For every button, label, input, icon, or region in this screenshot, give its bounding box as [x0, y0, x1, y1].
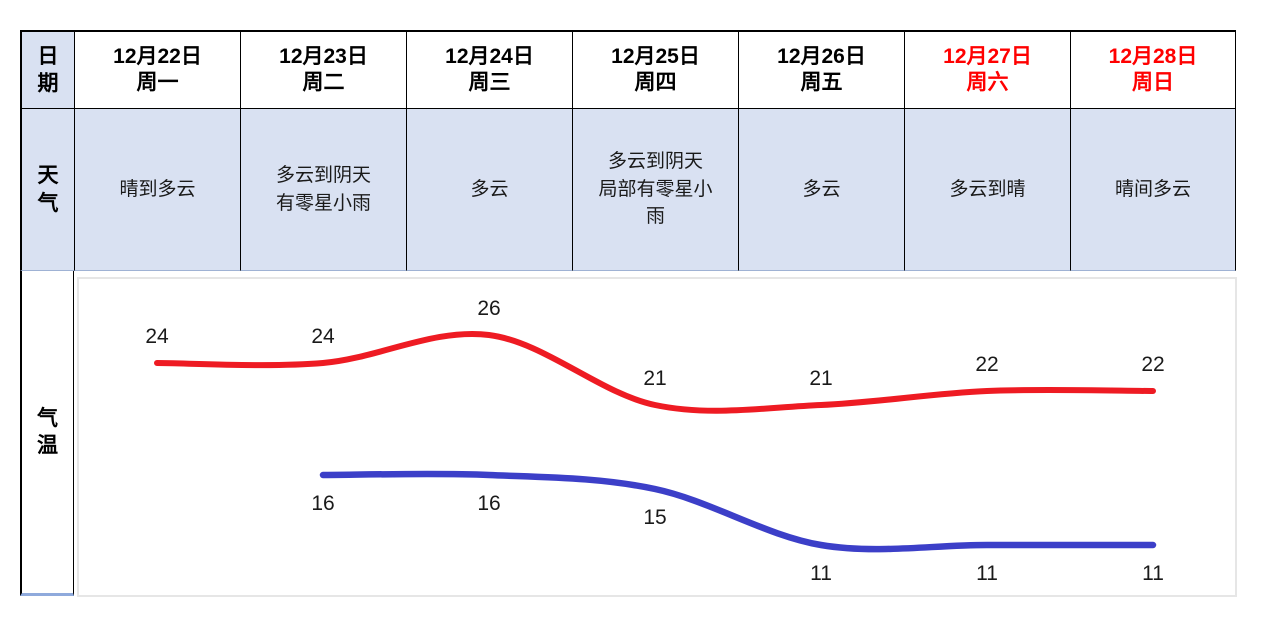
date-text: 12月27日: [943, 44, 1032, 68]
high-temp-line: [154, 331, 1156, 414]
weekday-text: 周五: [800, 71, 843, 94]
low-temp-label: 11: [810, 562, 832, 585]
weather-text: 多云: [802, 178, 841, 200]
row-label-temperature: 气温: [20, 271, 74, 596]
date-header-cell: 12月23日 周二: [240, 30, 406, 108]
weather-cell: 晴间多云: [1070, 108, 1236, 271]
weather-text: 多云到阴天 有零星小雨: [275, 164, 371, 214]
weather-cell: 多云: [738, 108, 904, 271]
date-text: 12月26日: [777, 44, 866, 68]
weather-cell: 多云: [406, 108, 572, 271]
low-temp-label: 16: [311, 492, 335, 515]
low-temp-label: 15: [643, 506, 667, 529]
date-header-cell: 12月26日 周五: [738, 30, 904, 108]
date-header-cell: 12月25日 周四: [572, 30, 738, 108]
weather-text: 多云到晴: [949, 178, 1026, 200]
row-label-text: 天气: [37, 164, 59, 215]
weekday-text: 周三: [468, 71, 511, 94]
date-header-cell: 12月22日 周一: [74, 30, 240, 108]
low-temp-label: 16: [477, 492, 501, 515]
row-label-weather: 天气: [20, 108, 74, 271]
high-temp-label: 26: [477, 297, 501, 320]
date-header-cell: 12月27日 周六: [904, 30, 1070, 108]
weather-cell: 多云到阴天 局部有零星小 雨: [572, 108, 738, 271]
weather-text: 多云: [470, 178, 509, 200]
weekday-text: 周日: [1132, 71, 1174, 94]
low-temp-label: 11: [1142, 562, 1164, 585]
temperature-lines-svg: [154, 331, 1157, 553]
date-header-cell: 12月28日 周日: [1070, 30, 1236, 108]
high-temp-label: 22: [1141, 353, 1165, 376]
high-temp-label: 22: [975, 353, 999, 376]
high-temp-label: 24: [145, 325, 169, 348]
date-text: 12月25日: [611, 44, 700, 68]
low-temp-line: [319, 470, 1157, 553]
date-text: 12月23日: [279, 44, 368, 68]
weekday-text: 周六: [966, 71, 1009, 94]
date-text: 12月22日: [113, 44, 202, 68]
weekday-text: 周四: [634, 71, 677, 94]
high-temp-label: 21: [643, 367, 667, 390]
row-label-text: 日期: [37, 44, 59, 95]
date-header-cell: 12月24日 周三: [406, 30, 572, 108]
weather-cell: 多云到阴天 有零星小雨: [240, 108, 406, 271]
date-text: 12月28日: [1108, 44, 1198, 68]
weather-cell: 晴到多云: [74, 108, 240, 271]
weather-cell: 多云到晴: [904, 108, 1070, 271]
row-label-date: 日期: [20, 30, 74, 108]
row-label-text: 气温: [37, 406, 58, 457]
weather-text: 晴到多云: [119, 178, 196, 200]
weekday-text: 周一: [136, 71, 179, 94]
low-temp-label: 11: [976, 562, 998, 585]
high-temp-label: 21: [809, 367, 833, 390]
weekday-text: 周二: [302, 71, 345, 94]
date-text: 12月24日: [445, 44, 534, 68]
weather-text: 多云到阴天 局部有零星小 雨: [598, 151, 713, 228]
weather-text: 晴间多云: [1114, 178, 1191, 200]
high-temp-label: 24: [311, 325, 335, 348]
temperature-chart: 24 24 26 21 21 22 22 16 16 15 11 11 11: [77, 277, 1237, 597]
